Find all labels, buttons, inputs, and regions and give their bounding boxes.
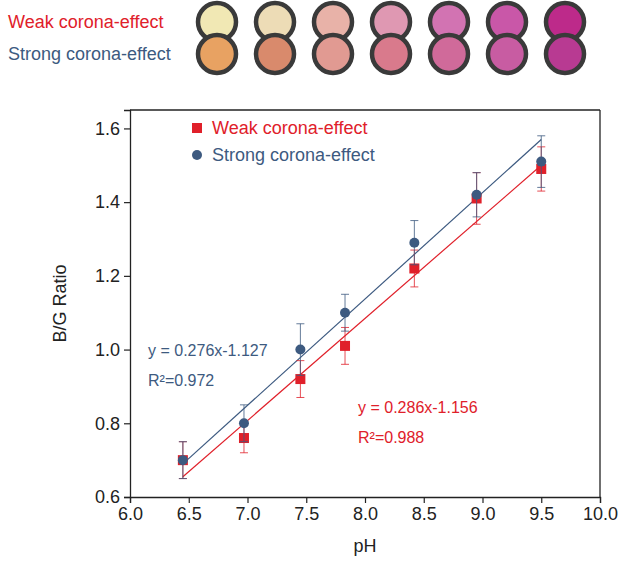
error-bar	[473, 173, 481, 217]
error-bar	[410, 221, 418, 265]
swatch	[546, 35, 584, 73]
tick-mark	[306, 497, 307, 503]
axis-line	[131, 498, 601, 504]
frame	[130, 109, 600, 110]
error-bar	[537, 136, 545, 188]
tick: 6.0	[118, 497, 143, 524]
point	[472, 190, 482, 200]
tick-label: 8.5	[412, 504, 437, 524]
tick-label: 0.6	[95, 487, 120, 507]
legend-marker	[192, 150, 202, 160]
tick-mark	[424, 497, 425, 503]
tick: 8.0	[353, 497, 378, 524]
tick-mark	[600, 497, 601, 503]
tick: 9.5	[529, 497, 554, 524]
tick: 6.5	[177, 497, 202, 524]
point	[340, 308, 350, 318]
legend-marker	[192, 123, 202, 133]
tick: 0.6	[95, 487, 130, 507]
tick-label: 1.0	[95, 340, 120, 360]
tick-label: 1.6	[95, 119, 120, 139]
axis-title: pH	[353, 536, 376, 556]
tick: 8.5	[412, 497, 437, 524]
error-bar	[341, 327, 349, 364]
axis-title: B/G Ratio	[50, 264, 70, 342]
tick-mark	[247, 497, 248, 503]
tick-mark	[124, 276, 130, 277]
swatch	[256, 35, 294, 73]
tick-mark	[124, 202, 130, 203]
legend: Weak corona-effect Strong corona-effect	[192, 118, 375, 165]
tick-mark	[124, 349, 130, 350]
frame	[599, 110, 600, 497]
legend-label: Strong corona-effect	[212, 145, 375, 165]
fit-line	[183, 139, 541, 463]
swatch-label: Strong corona-effect	[8, 44, 171, 64]
tick: 7.0	[235, 497, 260, 524]
fit-r2: R²=0.972	[148, 372, 214, 389]
swatch	[372, 35, 410, 73]
tick-label: 0.8	[95, 414, 120, 434]
swatch	[314, 35, 352, 73]
tick-label: 7.5	[294, 504, 319, 524]
series	[178, 136, 546, 479]
swatch	[488, 35, 526, 73]
error-bar	[341, 294, 349, 331]
tick: 10.0	[583, 497, 618, 524]
fit-r2: R²=0.988	[358, 429, 424, 446]
tick: 1.4	[95, 192, 130, 212]
fit-equation: y = 0.276x-1.127	[148, 342, 268, 359]
tick: 7.5	[294, 497, 319, 524]
point	[536, 157, 546, 167]
error-bar	[240, 405, 248, 442]
axis-line	[124, 111, 131, 498]
point	[178, 455, 188, 465]
fit-equation: y = 0.286x-1.156	[358, 399, 478, 416]
error-bar	[473, 173, 481, 225]
tick: 9.0	[470, 497, 495, 524]
error-bar	[296, 324, 304, 376]
tick-mark	[124, 497, 130, 498]
tick-mark	[365, 497, 366, 503]
x-axis: 6.0 6.5 7.0 7.5 8.0 8.5 9.0 9.5 10.0	[118, 497, 618, 524]
tick-mark	[541, 497, 542, 503]
error-bar	[179, 442, 187, 479]
tick-label: 8.0	[353, 504, 378, 524]
tick-mark	[482, 497, 483, 503]
chart: Weak corona-effect Strong corona-effect 6.…	[0, 0, 626, 565]
tick-mark	[124, 423, 130, 424]
point	[295, 345, 305, 355]
point	[239, 418, 249, 428]
tick-label: 1.4	[95, 192, 120, 212]
swatch	[198, 35, 236, 73]
swatch-label: Weak corona-effect	[8, 12, 163, 32]
fit-line	[183, 165, 541, 476]
point	[178, 455, 188, 465]
error-bar	[179, 442, 187, 479]
point	[409, 238, 419, 248]
swatches: Weak corona-effect Strong corona-effect	[8, 3, 584, 73]
tick: 0.8	[95, 414, 130, 434]
tick-mark	[189, 497, 190, 503]
tick-label: 6.5	[177, 504, 202, 524]
tick: 1.2	[95, 266, 130, 286]
swatch	[430, 35, 468, 73]
point	[340, 341, 350, 351]
tick-label: 9.0	[470, 504, 495, 524]
tick-label: 10.0	[583, 504, 618, 524]
tick: 1.0	[95, 340, 130, 360]
series	[178, 147, 546, 479]
tick-label: 6.0	[118, 504, 143, 524]
tick-label: 1.2	[95, 266, 120, 286]
plot-area	[178, 136, 546, 479]
tick-label: 7.0	[235, 504, 260, 524]
tick-mark	[124, 128, 130, 129]
legend-label: Weak corona-effect	[212, 118, 367, 138]
tick-label: 9.5	[529, 504, 554, 524]
y-axis: 0.6 0.8 1.0 1.2 1.4 1.6	[95, 111, 131, 508]
tick: 1.6	[95, 119, 130, 139]
